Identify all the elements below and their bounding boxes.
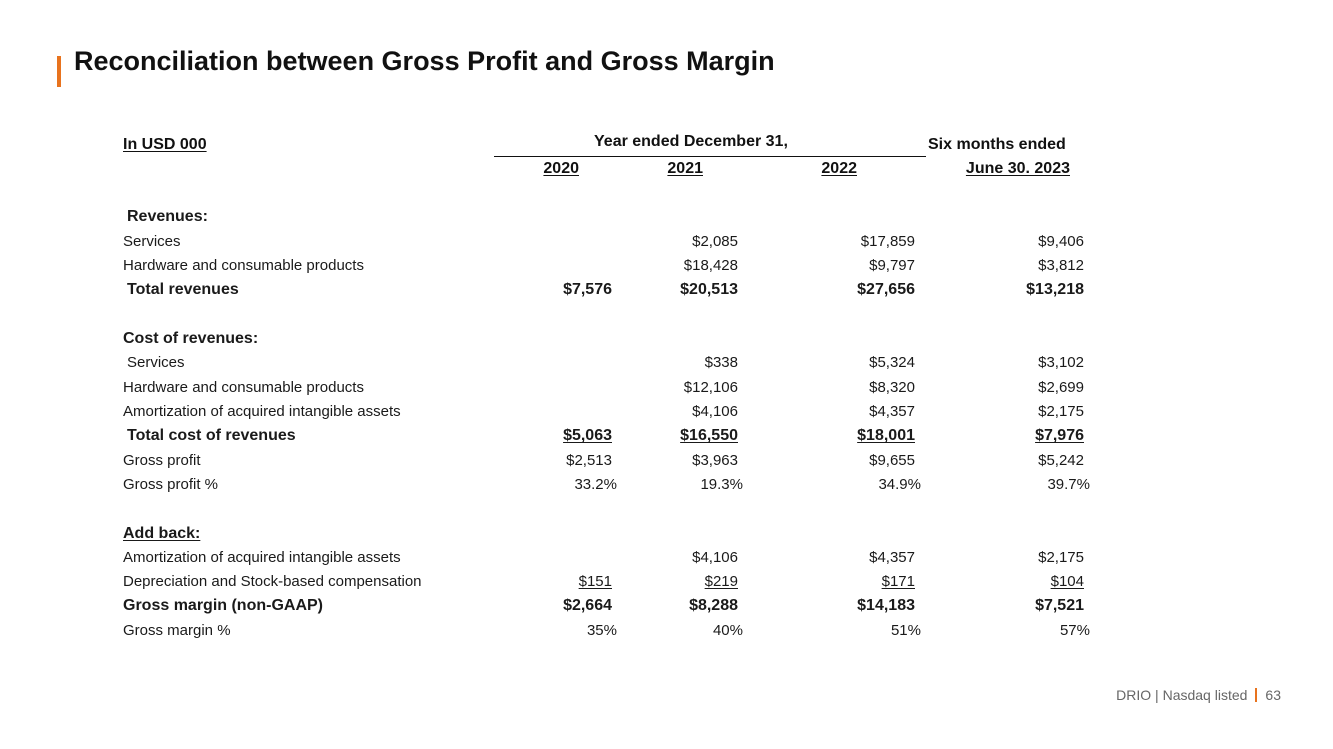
- cell-2023-h1: $3,102: [1038, 354, 1084, 371]
- row-label: Amortization of acquired intangible asse…: [123, 403, 401, 420]
- table-row-cost-amortization: Amortization of acquired intangible asse…: [0, 403, 1333, 427]
- cell-2021: $12,106: [683, 379, 738, 396]
- cell-2023-h1: $9,406: [1038, 233, 1084, 250]
- cell-2020: $2,513: [566, 452, 612, 469]
- row-label: Gross profit %: [123, 476, 219, 493]
- table-row-depreciation-sbc: Depreciation and Stock-based compensatio…: [0, 573, 1333, 597]
- cell-2021: $20,513: [680, 281, 738, 298]
- cell-2023-h1: $2,699: [1038, 379, 1084, 396]
- cell-2021: $3,963: [692, 452, 738, 469]
- table-row-cost-hardware: Hardware and consumable products $12,106…: [0, 379, 1333, 403]
- footer: DRIO | Nasdaq listed 63: [1116, 687, 1281, 703]
- row-label: Gross margin (non-GAAP): [123, 597, 324, 614]
- table-row-gross-profit: Gross profit $2,513 $3,963 $9,655 $5,242: [0, 452, 1333, 476]
- footer-company: DRIO | Nasdaq listed: [1116, 687, 1248, 703]
- page-title: Reconciliation between Gross Profit and …: [74, 46, 775, 76]
- table-row-gross-profit-pct: Gross profit % 33.2% 19.3% 34.9% 39.7%: [0, 476, 1333, 500]
- row-label: Revenues:: [127, 208, 208, 225]
- table-row-cost-services: Services $338 $5,324 $3,102: [0, 354, 1333, 378]
- cell-2022: $9,655: [869, 452, 915, 469]
- year-group-label: Year ended December 31,: [594, 133, 788, 150]
- row-label: Amortization of acquired intangible asse…: [123, 549, 401, 566]
- table-row-cost-heading: Cost of revenues:: [0, 330, 1333, 354]
- table-row-addback-amortization: Amortization of acquired intangible asse…: [0, 549, 1333, 573]
- row-label: Services: [127, 354, 185, 371]
- row-label: Services: [123, 233, 181, 250]
- row-label: Gross margin %: [123, 622, 231, 639]
- year-group-rule: [494, 156, 926, 157]
- cell-2023-h1: $5,242: [1038, 452, 1084, 469]
- cell-2021: 40%: [712, 622, 743, 639]
- table-row-gross-margin: Gross margin (non-GAAP) $2,664 $8,288 $1…: [0, 597, 1333, 621]
- table-row-add-back-heading: Add back:: [0, 525, 1333, 549]
- cell-2021: $18,428: [683, 257, 738, 274]
- row-label: Add back:: [123, 525, 201, 542]
- cell-2022: $4,357: [869, 549, 915, 566]
- unit-label: In USD 000: [123, 136, 207, 153]
- table-row-total-revenues: Total revenues $7,576 $20,513 $27,656 $1…: [0, 281, 1333, 305]
- cell-2020: $151: [578, 573, 612, 590]
- cell-2023-h1: 39.7%: [1047, 476, 1090, 493]
- row-label: Depreciation and Stock-based compensatio…: [123, 573, 422, 590]
- cell-2021: $8,288: [689, 597, 738, 614]
- row-label: Hardware and consumable products: [123, 257, 364, 274]
- cell-2020: $2,664: [563, 597, 612, 614]
- cell-2021: $219: [704, 573, 738, 590]
- cell-2023-h1: $3,812: [1038, 257, 1084, 274]
- column-header-2020: 2020: [543, 160, 579, 177]
- cell-2021: $338: [704, 354, 738, 371]
- row-label: Hardware and consumable products: [123, 379, 364, 396]
- cell-2021: $16,550: [680, 427, 738, 444]
- column-header-2022: 2022: [821, 160, 857, 177]
- cell-2023-h1: $7,521: [1035, 597, 1084, 614]
- cell-2023-h1: $13,218: [1026, 281, 1084, 298]
- cell-2022: $27,656: [857, 281, 915, 298]
- cell-2022: 51%: [890, 622, 921, 639]
- cell-2021: $4,106: [692, 403, 738, 420]
- table-row-revenues-heading: Revenues:: [0, 208, 1333, 232]
- cell-2022: $9,797: [869, 257, 915, 274]
- row-label: Cost of revenues:: [123, 330, 259, 347]
- row-label: Total cost of revenues: [127, 427, 296, 444]
- cell-2023-h1: $2,175: [1038, 403, 1084, 420]
- cell-2020: $7,576: [563, 281, 612, 298]
- six-months-label: Six months ended: [928, 136, 1066, 153]
- cell-2023-h1: 57%: [1059, 622, 1090, 639]
- table-row-gross-margin-pct: Gross margin % 35% 40% 51% 57%: [0, 622, 1333, 646]
- cell-2020: $5,063: [563, 427, 612, 444]
- table-row-revenue-services: Services $2,085 $17,859 $9,406: [0, 233, 1333, 257]
- row-label: Gross profit: [123, 452, 201, 469]
- cell-2020: 33.2%: [574, 476, 617, 493]
- cell-2020: 35%: [586, 622, 617, 639]
- cell-2022: $4,357: [869, 403, 915, 420]
- cell-2023-h1: $104: [1050, 573, 1084, 590]
- title-accent-bar: [57, 56, 61, 87]
- table-row-revenue-hardware: Hardware and consumable products $18,428…: [0, 257, 1333, 281]
- column-header-2021: 2021: [667, 160, 703, 177]
- page-number: 63: [1265, 687, 1281, 703]
- column-header-2023-h1: June 30. 2023: [965, 160, 1070, 177]
- cell-2021: 19.3%: [700, 476, 743, 493]
- row-label: Total revenues: [127, 281, 239, 298]
- cell-2022: $18,001: [857, 427, 915, 444]
- cell-2022: $8,320: [869, 379, 915, 396]
- cell-2023-h1: $2,175: [1038, 549, 1084, 566]
- cell-2021: $2,085: [692, 233, 738, 250]
- cell-2022: $171: [881, 573, 915, 590]
- cell-2023-h1: $7,976: [1035, 427, 1084, 444]
- cell-2022: $5,324: [869, 354, 915, 371]
- table-row-total-cost: Total cost of revenues $5,063 $16,550 $1…: [0, 427, 1333, 451]
- cell-2022: $14,183: [857, 597, 915, 614]
- footer-separator: [1255, 688, 1258, 702]
- cell-2021: $4,106: [692, 549, 738, 566]
- cell-2022: 34.9%: [878, 476, 921, 493]
- cell-2022: $17,859: [860, 233, 915, 250]
